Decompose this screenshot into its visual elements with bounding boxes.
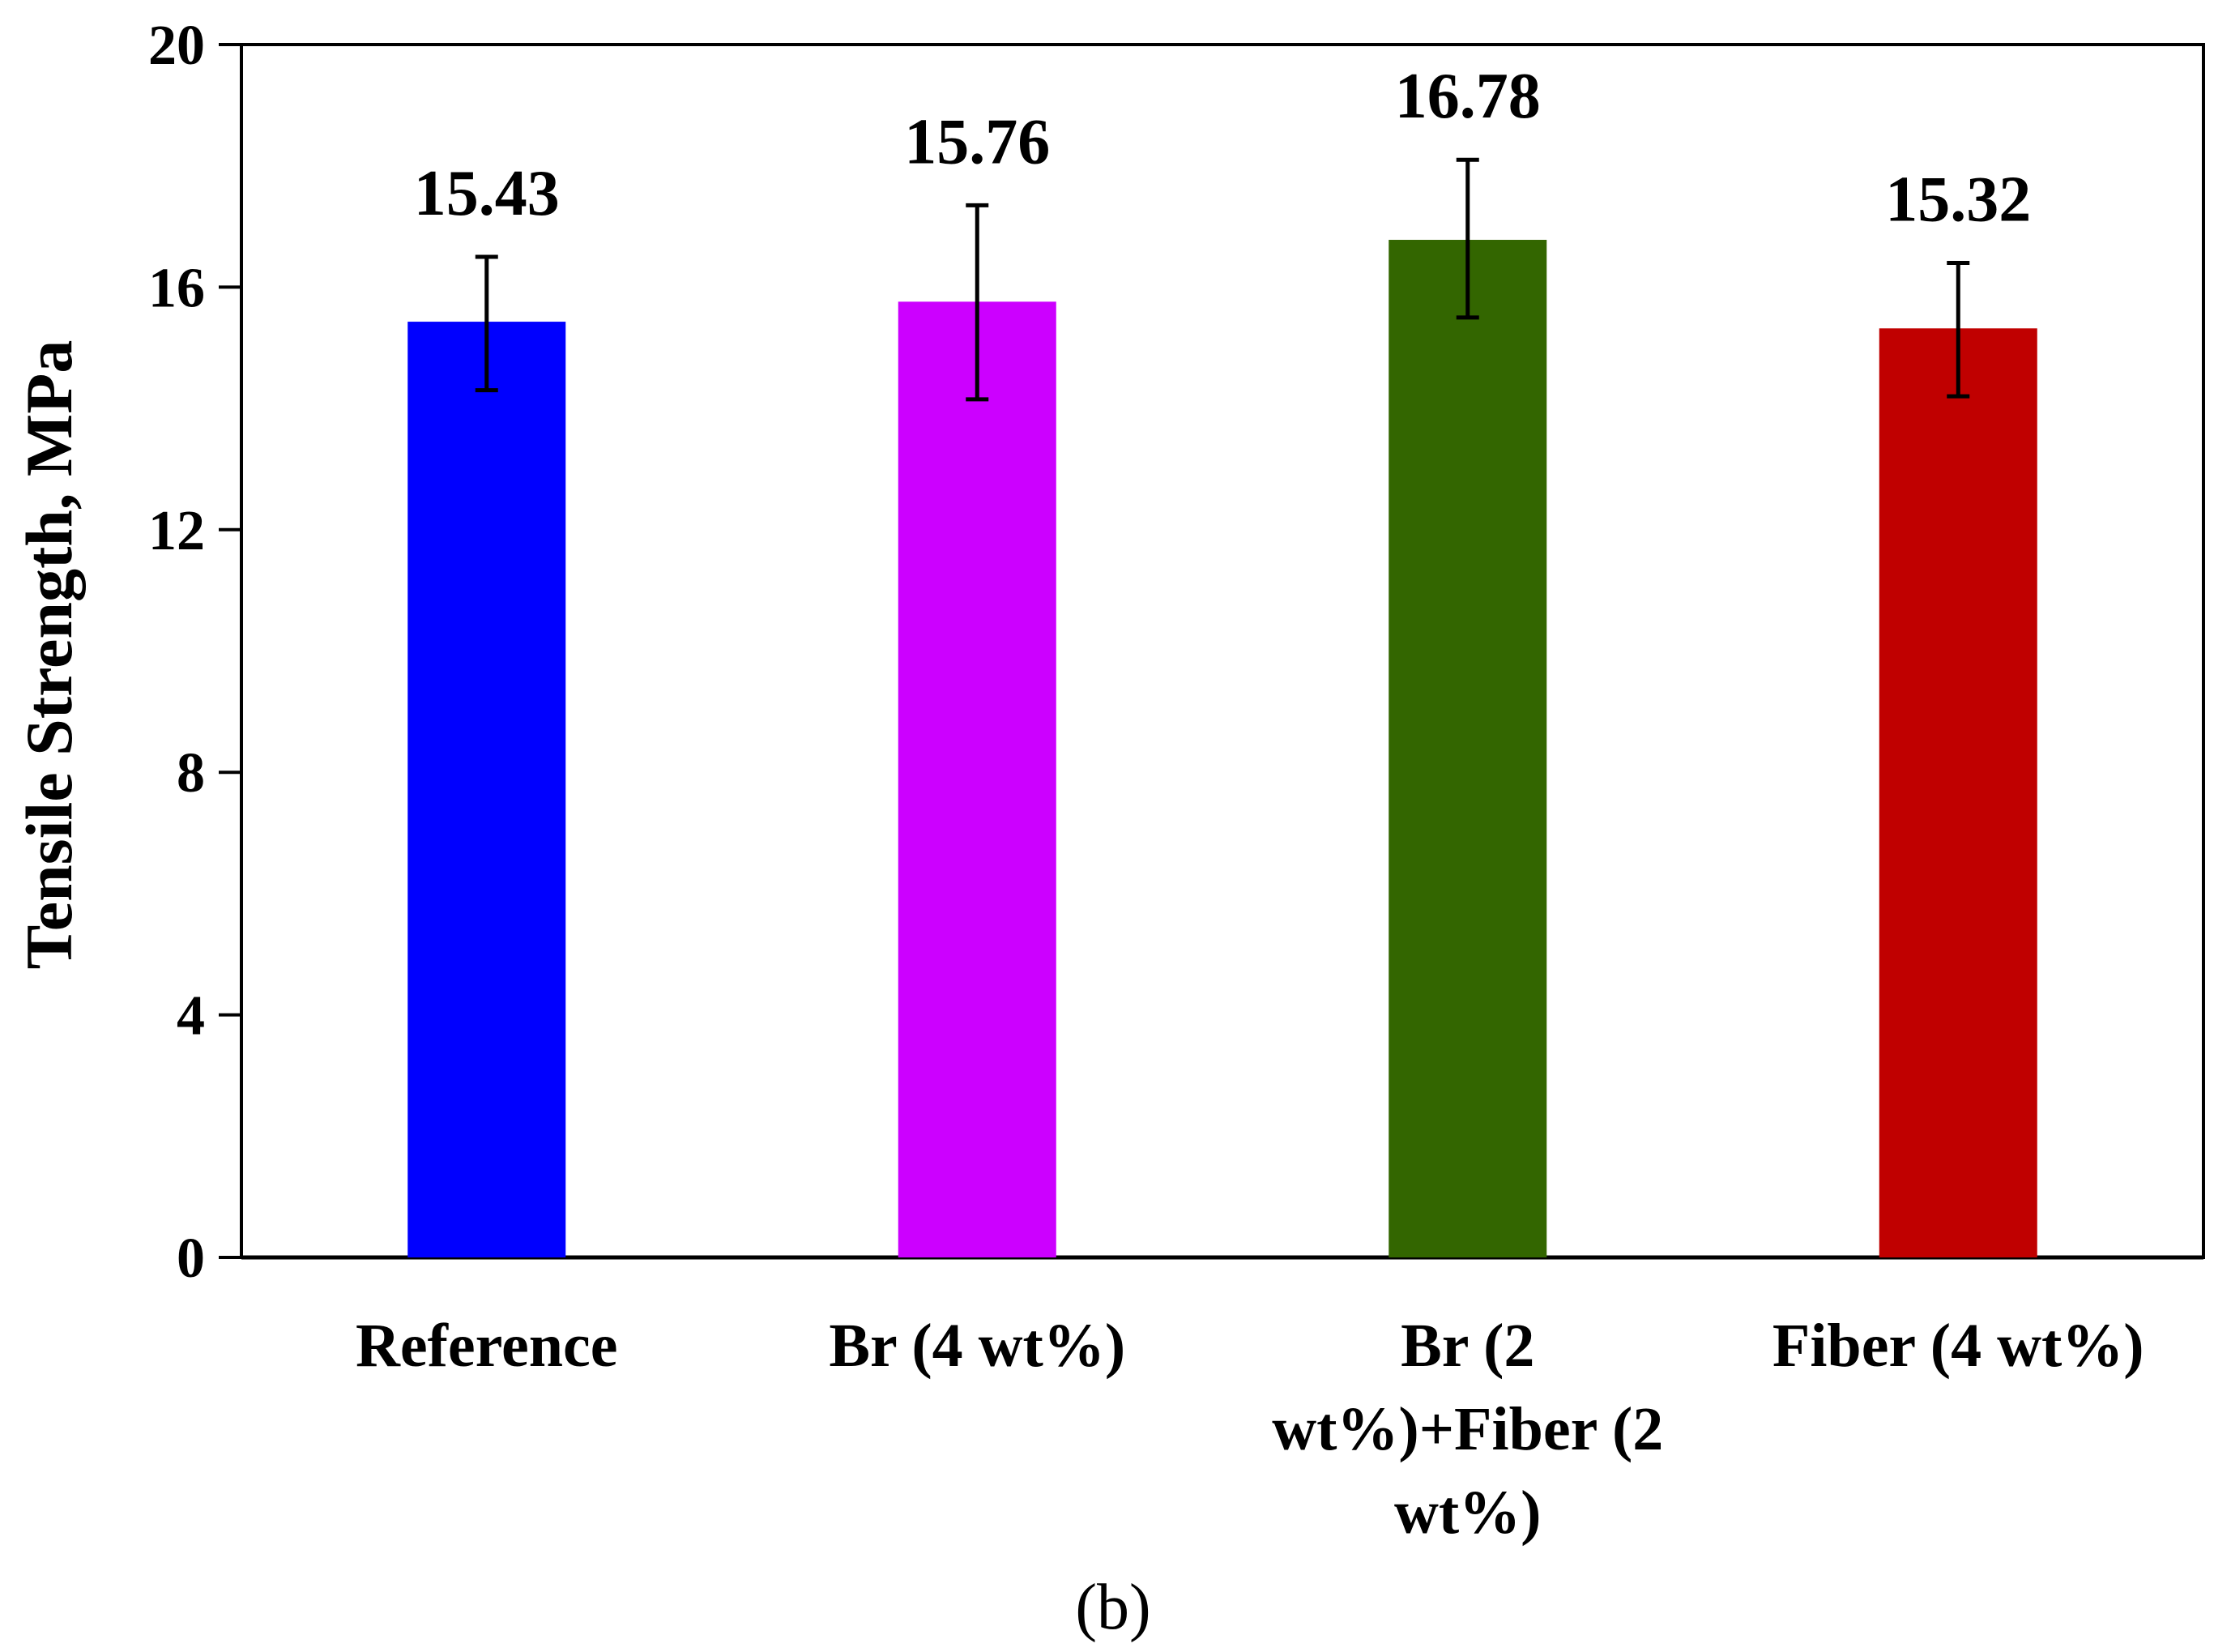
x-category-label: Br (2 wt%)+Fiber (2 wt%) <box>1272 1312 1663 1547</box>
data-label: 15.43 <box>414 158 560 229</box>
panel-label: (b) <box>1075 1572 1150 1643</box>
y-tick-label: 20 <box>148 15 205 77</box>
bar <box>898 301 1056 1257</box>
data-label: 15.32 <box>1885 164 2031 235</box>
y-tick-label: 16 <box>148 257 205 319</box>
x-category-label: Br (4 wt%) <box>829 1312 1125 1380</box>
y-tick-label: 12 <box>148 500 205 562</box>
x-category-label: Fiber (4 wt%) <box>1772 1312 2144 1380</box>
data-label: 16.78 <box>1395 61 1541 132</box>
y-axis-title: Tensile Strength, MPa <box>12 340 86 970</box>
y-tick-label: 0 <box>177 1227 205 1290</box>
x-category-label-line: Br (4 wt%) <box>829 1312 1125 1380</box>
y-tick-label: 8 <box>177 742 205 805</box>
x-category-label: Reference <box>356 1312 617 1380</box>
x-category-label-line: Br (2 <box>1401 1312 1534 1380</box>
y-tick-label: 4 <box>177 985 205 1048</box>
bar <box>1879 328 2037 1258</box>
x-category-label-line: Reference <box>356 1312 617 1380</box>
x-category-label-line: wt%) <box>1394 1479 1542 1547</box>
data-label: 15.76 <box>904 106 1050 177</box>
bar <box>1389 240 1547 1258</box>
x-category-label-line: wt%)+Fiber (2 <box>1272 1395 1663 1463</box>
x-category-label-line: Fiber (4 wt%) <box>1772 1312 2144 1380</box>
bar <box>407 322 566 1258</box>
